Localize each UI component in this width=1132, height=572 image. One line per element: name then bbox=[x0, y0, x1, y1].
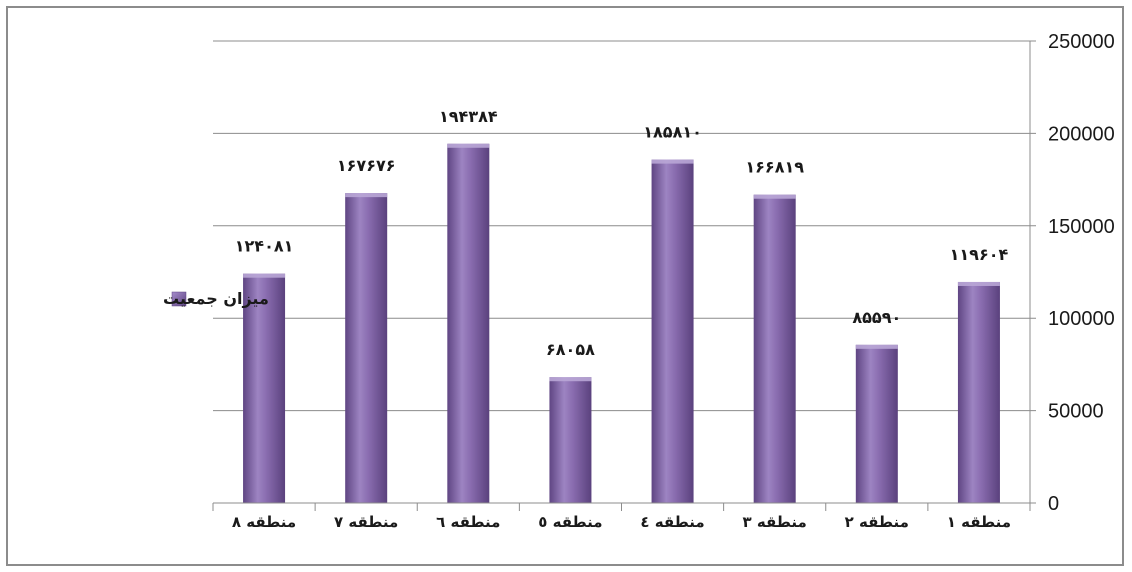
x-tick-label: منطقه ۳ bbox=[743, 513, 807, 531]
legend-swatch bbox=[171, 291, 187, 307]
data-label: ۱۱۹۶۰۴ bbox=[950, 245, 1009, 264]
gridlines bbox=[213, 40, 1036, 412]
y-tick-label: 200000 bbox=[1048, 123, 1115, 145]
y-tick-label: 0 bbox=[1048, 493, 1059, 515]
bar-top-highlight bbox=[345, 193, 388, 198]
x-tick-label: منطقه ۱ bbox=[947, 513, 1011, 531]
bar bbox=[549, 377, 592, 503]
bar-top-highlight bbox=[549, 377, 592, 382]
data-label: ۱۶۶۸۱۹ bbox=[745, 158, 804, 177]
bar bbox=[243, 273, 286, 503]
bar-top-highlight bbox=[855, 344, 898, 349]
x-tick-label: منطقه ٦ bbox=[436, 513, 500, 531]
x-tick-label: منطقه ٤ bbox=[640, 513, 704, 531]
bar bbox=[345, 193, 388, 503]
data-label: ۱۸۵۸۱۰ bbox=[643, 123, 702, 142]
bar-top-highlight bbox=[957, 281, 1000, 286]
bar-top-highlight bbox=[651, 159, 694, 164]
y-tick-label: 250000 bbox=[1048, 31, 1115, 53]
x-tick-label: منطقه ۷ bbox=[334, 513, 398, 531]
data-label: ۸۵۵۹۰ bbox=[852, 308, 901, 327]
bar-top-highlight bbox=[753, 194, 796, 199]
legend-label: میزان جمعیت bbox=[163, 289, 269, 308]
x-tick-label: منطقه ۸ bbox=[232, 513, 296, 531]
data-label: ۶۸۰۵۸ bbox=[546, 340, 595, 359]
bar bbox=[447, 143, 490, 503]
bar-top-highlight bbox=[447, 143, 490, 148]
bar bbox=[957, 281, 1000, 503]
bar-top-highlight bbox=[243, 273, 286, 278]
bar bbox=[855, 344, 898, 503]
x-tick-label: منطقه ٥ bbox=[538, 513, 602, 531]
data-label: ۱۶۷۶۷۶ bbox=[337, 156, 396, 175]
y-tick-label: 150000 bbox=[1048, 216, 1115, 238]
bars bbox=[243, 143, 1000, 504]
x-tick-label: منطقه ۲ bbox=[845, 513, 909, 531]
y-tick-label: 50000 bbox=[1048, 401, 1104, 423]
data-label: ۱۹۴۳۸۴ bbox=[439, 107, 498, 126]
axes: 0 50000 100000 150000 200000 250000 منطقه ۱ منط… bbox=[212, 31, 1115, 531]
bar bbox=[651, 159, 694, 504]
bar bbox=[753, 194, 796, 503]
data-label: ۱۲۴۰۸۱ bbox=[235, 237, 294, 256]
y-tick-label: 100000 bbox=[1048, 308, 1115, 330]
legend: میزان جمعیت bbox=[163, 289, 269, 308]
data-labels: ۱۱۹۶۰۴ ۸۵۵۹۰ ۱۶۶۸۱۹ ۱۸۵۸۱۰ ۶۸۰۵۸ ۱۹۴۳۸۴ ۱۶۷۶۷۶… bbox=[235, 107, 1009, 359]
